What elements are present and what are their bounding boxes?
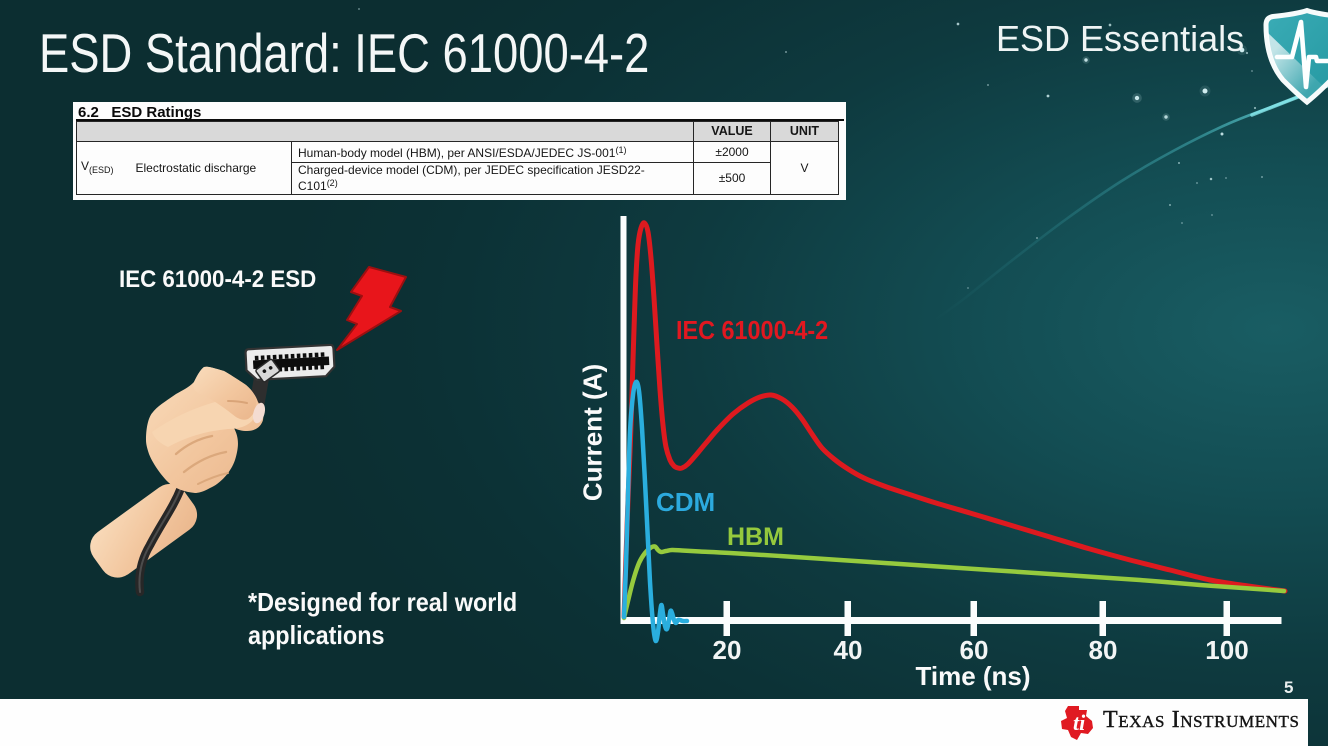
svg-text:ti: ti bbox=[1073, 710, 1086, 735]
